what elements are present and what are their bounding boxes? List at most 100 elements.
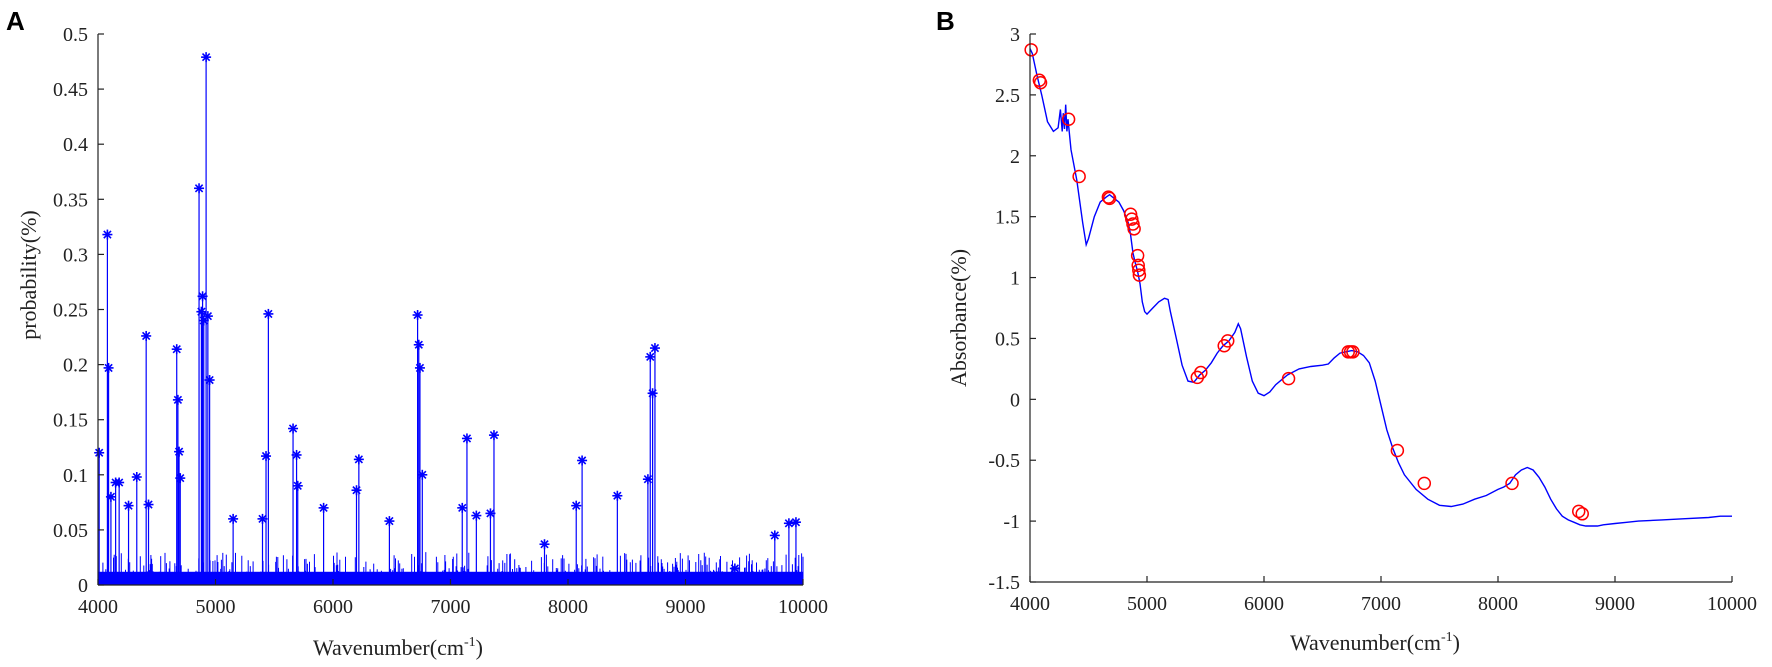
b-marker-circle (1575, 507, 1589, 521)
b-marker-circle (1390, 443, 1405, 458)
b-absorbance-curve (1029, 48, 1732, 527)
b-marker-circle (1131, 258, 1145, 273)
b-marker-circle (1132, 268, 1147, 282)
b-x-tick-label: 6000 (1244, 593, 1284, 615)
a-peak-marker (769, 530, 780, 541)
b-marker-circle (1024, 43, 1038, 57)
a-peak-marker (175, 473, 186, 484)
b-marker-circle (1101, 190, 1116, 204)
b-y-axis-label: Absorbance(%) (946, 249, 971, 387)
a-peak-marker (202, 311, 213, 322)
a-peak-marker (103, 362, 114, 373)
b-marker-circle (1220, 334, 1235, 348)
b-x-tick-label: 5000 (1127, 593, 1167, 615)
b-y-tick-label: 0 (1010, 389, 1020, 411)
a-peak-marker (471, 510, 482, 521)
a-peak-marker (261, 451, 272, 462)
a-x-tick-label: 9000 (666, 596, 706, 618)
a-y-axis-label: probability(%) (16, 210, 41, 340)
a-peak-marker (131, 472, 142, 483)
a-peak-marker (197, 291, 208, 302)
a-x-tick-label: 6000 (313, 596, 353, 618)
b-marker-circle (1061, 112, 1076, 126)
b-x-tick-label: 8000 (1478, 593, 1518, 615)
a-x-tick-label: 10000 (778, 596, 828, 618)
a-x-tick-label: 4000 (78, 596, 118, 618)
b-x-tick-label: 9000 (1595, 593, 1635, 615)
a-y-tick-label: 0.05 (53, 520, 88, 542)
a-peak-marker (485, 508, 496, 519)
a-peak-marker (204, 375, 215, 386)
b-x-label-text: Wavenumber(cm (1290, 630, 1441, 655)
a-peak-series (94, 52, 801, 574)
a-peak-marker (94, 447, 105, 458)
a-peak-marker (571, 500, 582, 511)
a-y-tick-label: 0 (78, 575, 88, 597)
a-peak-marker (194, 183, 205, 194)
b-marker-circle (1281, 371, 1296, 386)
b-x-axis-label: Wavenumber(cm-1) (1290, 630, 1460, 655)
b-x-tick-label: 10000 (1707, 593, 1757, 615)
a-peak-marker (114, 477, 125, 488)
a-peak-marker (351, 485, 362, 496)
a-y-tick-label: 0.2 (63, 355, 88, 377)
a-x-axis-label: Wavenumber(cm-1) (313, 635, 483, 660)
a-peak-marker (384, 516, 395, 527)
a-peak-marker (143, 499, 154, 510)
b-marker-circle (1571, 504, 1586, 519)
a-peak-marker (488, 430, 499, 441)
b-marker-circle (1123, 207, 1138, 221)
a-x-tick-label: 7000 (431, 596, 471, 618)
a-peak-marker (642, 474, 653, 485)
panel-letter-a: A (6, 6, 25, 36)
b-marker-circle (1102, 191, 1117, 206)
b-y-tick-label: 1 (1010, 268, 1020, 290)
b-marker-circle (1417, 476, 1432, 491)
b-y-tick-label: 1.5 (995, 207, 1020, 229)
b-y-ticks: -1.5 -1 -0.5 0 0.5 1 1.5 2 2.5 3 (988, 24, 1036, 594)
a-x-label-text: Wavenumber(cm (313, 635, 464, 660)
b-y-tick-label: -1 (1003, 511, 1020, 533)
a-baseline-band (98, 571, 803, 585)
a-peak-marker (105, 491, 116, 502)
a-x-label-close: ) (476, 635, 483, 660)
a-peak-marker (612, 490, 623, 501)
a-peak-marker (577, 455, 588, 466)
b-marker-circle (1194, 365, 1208, 380)
a-peak-marker (414, 362, 425, 373)
a-x-tick-label: 8000 (548, 596, 588, 618)
a-y-tick-label: 0.25 (53, 300, 88, 322)
b-x-tick-label: 4000 (1010, 593, 1050, 615)
b-marker-circle (1505, 476, 1519, 491)
b-y-tick-label: 2.5 (995, 85, 1020, 107)
a-y-tick-label: 0.3 (63, 244, 88, 266)
a-peak-marker (291, 449, 302, 460)
chart-a: 4000 5000 6000 7000 8000 9000 10000 0 0.05 0.1 0.… (16, 24, 828, 660)
b-marker-circle (1126, 217, 1140, 231)
b-x-tick-label: 7000 (1361, 593, 1401, 615)
b-y-tick-label: 0.5 (995, 328, 1020, 350)
a-peak-marker (413, 339, 424, 350)
a-y-tick-label: 0.1 (63, 465, 88, 487)
a-peak-marker (171, 344, 182, 355)
b-marker-circle (1127, 222, 1141, 236)
a-peak-marker (649, 343, 660, 354)
a-y-ticks: 0 0.05 0.1 0.15 0.2 0.25 0.3 0.35 0.4 0.45 0.5 (53, 24, 104, 597)
b-y-tick-label: -1.5 (988, 572, 1020, 594)
a-y-tick-label: 0.35 (53, 189, 88, 211)
b-x-ticks: 4000 5000 6000 7000 8000 9000 10000 (1010, 576, 1757, 615)
b-x-label-close: ) (1453, 630, 1460, 655)
b-axes (1029, 34, 1732, 583)
a-peak-marker (123, 500, 134, 511)
a-peak-marker (539, 539, 550, 550)
a-peak-marker (288, 423, 299, 434)
a-spectrum-lines (97, 57, 804, 585)
b-marker-circle (1033, 75, 1048, 90)
a-peak-marker (174, 446, 185, 457)
b-marker-circle (1072, 169, 1086, 184)
a-peak-marker (228, 513, 239, 524)
a-y-tick-label: 0.5 (63, 24, 88, 46)
a-peak-marker (645, 351, 656, 362)
a-x-ticks: 4000 5000 6000 7000 8000 9000 10000 (78, 579, 828, 618)
a-peak-marker (412, 310, 423, 321)
